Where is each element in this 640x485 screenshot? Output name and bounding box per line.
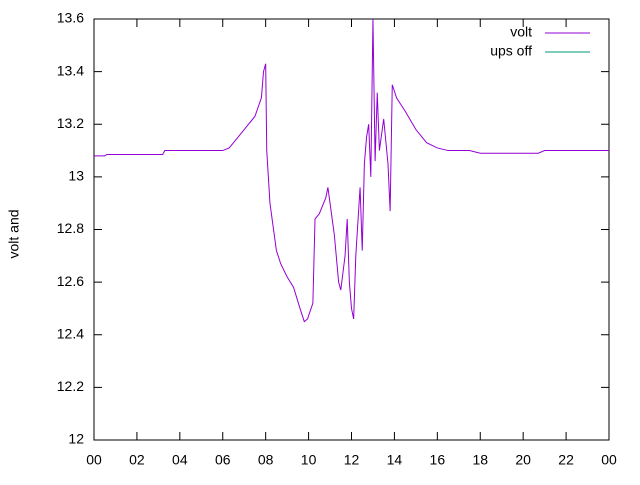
x-tick-label: 00 (601, 452, 617, 468)
legend-label: volt (510, 24, 532, 40)
y-tick-label: 12.2 (57, 378, 84, 394)
y-tick-label: 13.2 (57, 115, 84, 131)
data-line (94, 18, 609, 323)
y-tick-label: 13.6 (57, 10, 84, 26)
x-tick-label: 08 (258, 452, 274, 468)
y-tick-label: 13.4 (57, 62, 84, 78)
x-tick-label: 00 (86, 452, 102, 468)
y-tick-label: 12.4 (57, 325, 84, 341)
x-tick-label: 04 (172, 452, 188, 468)
x-tick-label: 06 (215, 452, 231, 468)
y-tick-label: 12 (68, 431, 84, 447)
y-axis-label: volt and (6, 209, 22, 258)
x-tick-label: 10 (301, 452, 317, 468)
plot-frame (93, 18, 610, 441)
y-tick-label: 12.8 (57, 220, 84, 236)
x-tick-label: 14 (387, 452, 403, 468)
x-tick-label: 16 (430, 452, 446, 468)
x-tick-label: 18 (472, 452, 488, 468)
x-tick-label: 20 (515, 452, 531, 468)
y-tick-label: 12.6 (57, 273, 84, 289)
x-tick-label: 12 (344, 452, 360, 468)
x-tick-label: 02 (129, 452, 145, 468)
x-tick-label: 22 (558, 452, 574, 468)
y-tick-label: 13 (68, 168, 84, 184)
legend-label: ups off (490, 43, 532, 59)
